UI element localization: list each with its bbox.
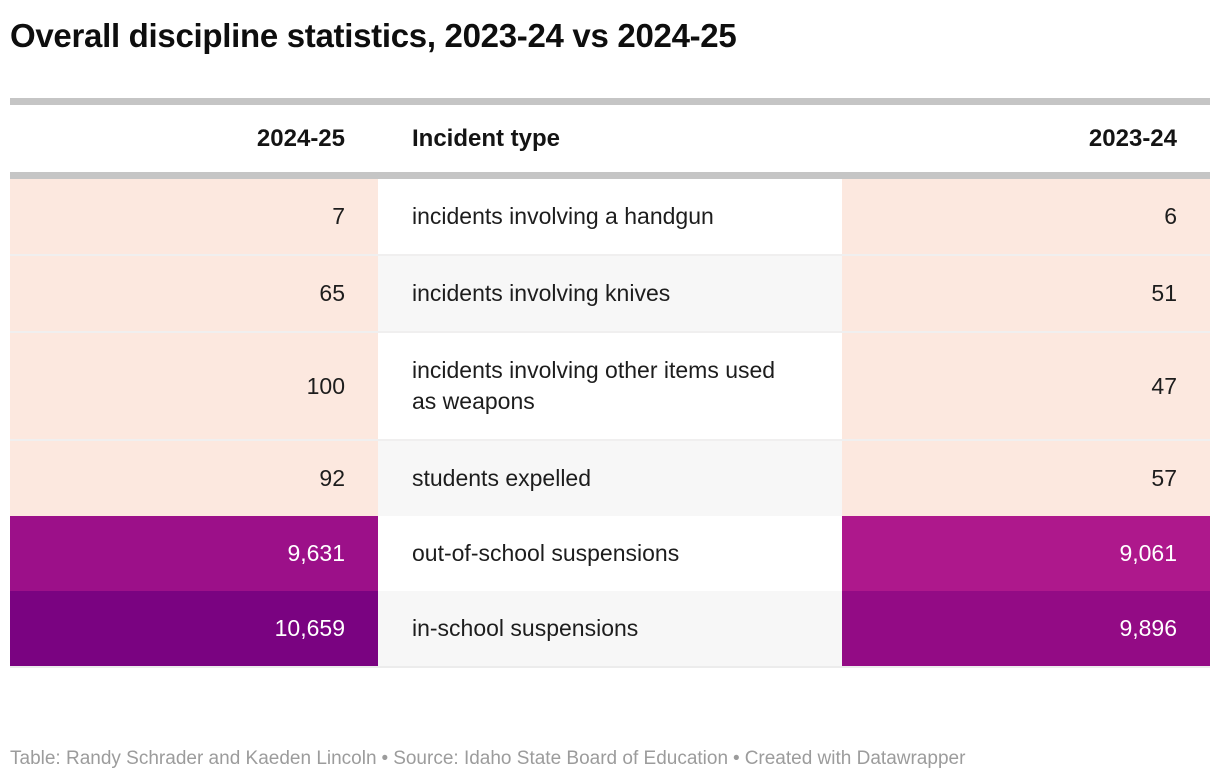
- value-2024-25: 9,631: [10, 516, 378, 591]
- header-bottom-rule: [10, 172, 1210, 179]
- column-header-incident-type: Incident type: [412, 124, 561, 152]
- incident-type-cell: incidents involving a handgun: [378, 179, 842, 254]
- table-row: 10,659 in-school suspensions 9,896: [10, 591, 1210, 666]
- value-2024-25: 92: [10, 441, 378, 516]
- incident-type-cell: students expelled: [378, 441, 842, 516]
- table-row: 92 students expelled 57: [10, 439, 1210, 516]
- page-title: Overall discipline statistics, 2023-24 v…: [10, 17, 737, 54]
- footer-table-credit: Table: Randy Schrader and Kaeden Lincoln: [10, 748, 377, 769]
- value-2023-24: 51: [842, 256, 1210, 331]
- value-2024-25: 7: [10, 179, 378, 254]
- column-header-2023-24: 2023-24: [1088, 124, 1177, 152]
- table-row: 100 incidents involving other items used …: [10, 331, 1210, 439]
- table-row: 65 incidents involving knives 51: [10, 254, 1210, 331]
- incident-type-cell: incidents involving knives: [378, 256, 842, 331]
- column-header-2024-25: 2024-25: [256, 124, 345, 152]
- value-2023-24: 47: [842, 333, 1210, 439]
- footer-datawrapper-credit: Created with Datawrapper: [744, 748, 966, 769]
- footer-source: Source: Idaho State Board of Education: [393, 748, 729, 769]
- value-2024-25: 10,659: [10, 591, 378, 666]
- value-2023-24: 9,061: [842, 516, 1210, 591]
- incident-type-cell: incidents involving other items used as …: [378, 333, 842, 439]
- table-body: 7 incidents involving a handgun 6 65 inciden…: [10, 179, 1210, 668]
- table-header-row: 2024-25 Incident type 2023-24: [10, 105, 1210, 172]
- footer-credits: Table: Randy Schrader and Kaeden Lincoln…: [10, 748, 1210, 770]
- value-2024-25: 65: [10, 256, 378, 331]
- incident-type-cell: out-of-school suspensions: [378, 516, 842, 591]
- incident-type-cell: in-school suspensions: [378, 591, 842, 666]
- value-2023-24: 57: [842, 441, 1210, 516]
- discipline-statistics-table: 2024-25 Incident type 2023-24 7 incidents…: [10, 98, 1210, 668]
- value-2023-24: 6: [842, 179, 1210, 254]
- value-2023-24: 9,896: [842, 591, 1210, 666]
- table-row: 7 incidents involving a handgun 6: [10, 179, 1210, 254]
- footer-separator: •: [381, 748, 389, 769]
- table-row: 9,631 out-of-school suspensions 9,061: [10, 516, 1210, 591]
- footer-separator: •: [733, 748, 740, 769]
- value-2024-25: 100: [10, 333, 378, 439]
- table-top-rule: [10, 98, 1210, 105]
